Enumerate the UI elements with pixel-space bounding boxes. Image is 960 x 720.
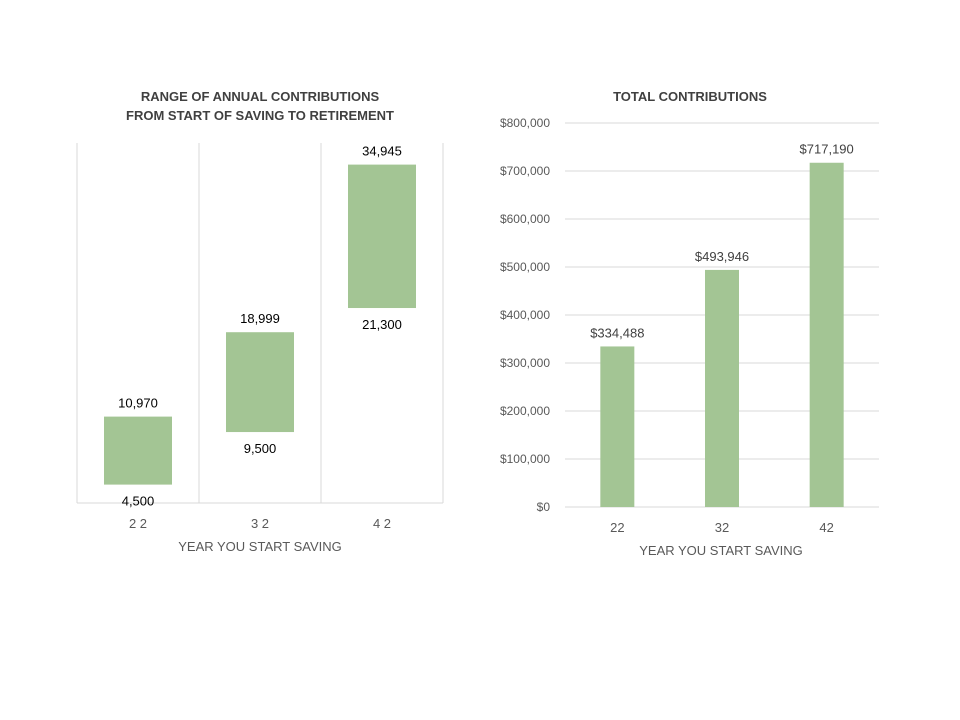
- range-x-tick: 3 2: [251, 516, 269, 531]
- total-x-tick: 42: [819, 520, 833, 535]
- total-chart-y-ticks: $0 $100,000 $200,000 $300,000 $400,000 $500,0…: [500, 116, 550, 514]
- range-low-label: 4,500: [122, 494, 155, 509]
- range-high-label: 18,999: [240, 311, 280, 326]
- range-bar: [104, 416, 172, 485]
- range-bar: [226, 332, 294, 433]
- range-chart-x-axis-title: YEAR YOU START SAVING: [178, 539, 342, 554]
- y-tick: $200,000: [500, 404, 550, 418]
- range-chart-x-ticks: 2 2 3 2 4 2: [129, 516, 391, 531]
- total-x-tick: 22: [610, 520, 624, 535]
- range-chart-labels: 10,970 4,500 18,999 9,500 34,945 21,300: [118, 144, 402, 509]
- range-chart: RANGE OF ANNUAL CONTRIBUTIONS FROM START…: [76, 89, 444, 554]
- range-chart-subtitle: FROM START OF SAVING TO RETIREMENT: [126, 108, 394, 123]
- range-chart-bars: [104, 164, 416, 485]
- range-low-label: 9,500: [244, 441, 277, 456]
- y-tick: $600,000: [500, 212, 550, 226]
- y-tick: $100,000: [500, 452, 550, 466]
- range-high-label: 10,970: [118, 396, 158, 411]
- total-value-label: $334,488: [590, 325, 644, 340]
- total-bar: [600, 346, 635, 507]
- total-value-label: $493,946: [695, 249, 749, 264]
- total-bar: [705, 269, 739, 507]
- total-chart-title: TOTAL CONTRIBUTIONS: [613, 89, 767, 104]
- y-tick: $0: [537, 500, 551, 514]
- range-bar: [348, 164, 416, 309]
- total-chart-value-labels: $334,488 $493,946 $717,190: [590, 142, 854, 341]
- total-chart-x-ticks: 22 32 42: [610, 520, 834, 535]
- y-tick: $300,000: [500, 356, 550, 370]
- total-chart-bars: [600, 162, 844, 508]
- total-value-label: $717,190: [800, 142, 854, 157]
- total-chart-x-axis-title: YEAR YOU START SAVING: [639, 543, 803, 558]
- range-x-tick: 4 2: [373, 516, 391, 531]
- y-tick: $500,000: [500, 260, 550, 274]
- range-low-label: 21,300: [362, 317, 402, 332]
- y-tick: $400,000: [500, 308, 550, 322]
- range-chart-title: RANGE OF ANNUAL CONTRIBUTIONS: [141, 89, 380, 104]
- total-chart: TOTAL CONTRIBUTIONS $0 $100,000 $200,000 $3…: [500, 89, 879, 558]
- y-tick: $800,000: [500, 116, 550, 130]
- range-chart-frame: [76, 143, 444, 504]
- range-x-tick: 2 2: [129, 516, 147, 531]
- total-x-tick: 32: [715, 520, 729, 535]
- y-tick: $700,000: [500, 164, 550, 178]
- total-bar: [809, 162, 844, 508]
- range-high-label: 34,945: [362, 144, 402, 159]
